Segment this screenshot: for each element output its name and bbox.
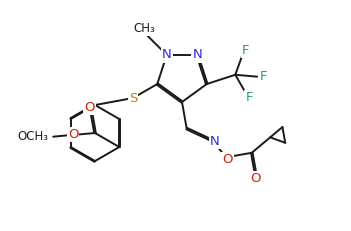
Text: O: O [222,153,232,166]
Text: O: O [84,101,94,114]
Text: O: O [68,128,78,141]
Text: F: F [245,91,253,104]
Text: N: N [210,135,220,148]
Text: S: S [129,91,137,105]
Text: O: O [250,172,261,185]
Text: OCH₃: OCH₃ [17,130,48,143]
Text: N: N [162,49,172,61]
Text: F: F [259,70,267,83]
Text: CH₃: CH₃ [133,22,155,35]
Text: N: N [192,49,202,61]
Text: F: F [242,44,250,57]
